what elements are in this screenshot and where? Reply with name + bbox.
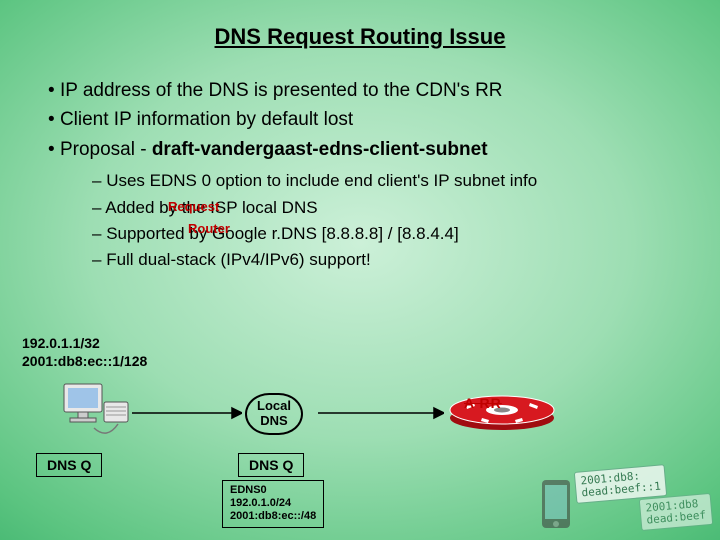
sub-3-text: Supported by Google r.DNS [8.8.8.8] / [8…: [106, 224, 459, 243]
local-dns-l2: DNS: [257, 414, 291, 429]
dns-q-box-1: DNS Q: [36, 453, 102, 477]
server-card-2: 2001:db8 dead:beef: [639, 493, 713, 531]
bullet-3-pre: Proposal -: [60, 139, 152, 160]
dns-q-box-2: DNS Q: [238, 453, 304, 477]
bullet-3: Proposal - draft-vandergaast-edns-client…: [66, 135, 672, 274]
edns-box: EDNS0 192.0.1.0/24 2001:db8:ec::/48: [222, 480, 324, 528]
overlay-router: Router: [188, 219, 230, 239]
arrow-2: [318, 405, 444, 421]
bullet-1: IP address of the DNS is presented to th…: [66, 76, 672, 105]
sub-2: Added by the ISP local DNS Request: [110, 195, 672, 221]
corner-servers: 2001:db8: dead:beef::1 2001:db8 dead:bee…: [574, 434, 714, 534]
arrow-1: [132, 405, 242, 421]
sub-bullet-list: Uses EDNS 0 option to include end client…: [92, 168, 672, 273]
slide-title: DNS Request Routing Issue: [48, 24, 672, 50]
bullet-3-bold: draft-vandergaast-edns-client-subnet: [152, 139, 488, 160]
bullet-list: IP address of the DNS is presented to th…: [48, 76, 672, 274]
local-dns-node: Local DNS: [245, 393, 303, 435]
server2-l2: dead:beef: [647, 509, 707, 526]
overlay-request: Request: [168, 197, 219, 217]
computer-icon: [60, 380, 130, 440]
rr-label: A RR: [464, 395, 502, 411]
local-dns-l1: Local: [257, 399, 291, 414]
edns-l2: 192.0.1.0/24: [230, 497, 316, 510]
bullet-2: Client IP information by default lost: [66, 105, 672, 134]
client-ipv6: 2001:db8:ec::1/128: [22, 353, 147, 371]
sub-4: Full dual-stack (IPv4/IPv6) support!: [110, 247, 672, 273]
client-ipv4: 192.0.1.1/32: [22, 335, 147, 353]
phone-icon: [540, 478, 572, 530]
sub-1: Uses EDNS 0 option to include end client…: [110, 168, 672, 194]
edns-l1: EDNS0: [230, 484, 316, 497]
sub-3: Supported by Google r.DNS [8.8.8.8] / [8…: [110, 221, 672, 247]
edns-l3: 2001:db8:ec::/48: [230, 510, 316, 523]
client-ip-block: 192.0.1.1/32 2001:db8:ec::1/128: [22, 335, 147, 370]
